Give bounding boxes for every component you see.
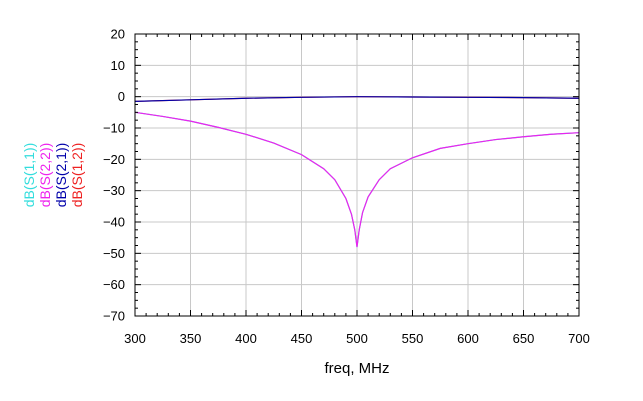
x-tick-label: 500 xyxy=(346,331,368,346)
series-line-dB(S(2,1)) xyxy=(134,96,580,102)
y-tick-label: 0 xyxy=(118,89,125,104)
x-tick-label: 300 xyxy=(124,331,146,346)
y-tick-label: 20 xyxy=(111,27,125,42)
grid-lines xyxy=(135,34,579,316)
y-tick-label: −60 xyxy=(103,277,125,292)
x-tick-label: 600 xyxy=(457,331,479,346)
x-tick-label: 350 xyxy=(180,331,202,346)
x-tick-label: 400 xyxy=(235,331,257,346)
axis-tick-labels: 20 10 0 −10 −20 −30 −40 −50 −60 −70 300 350 400 450 50… xyxy=(103,27,590,347)
x-tick-label: 550 xyxy=(402,331,424,346)
legend-label: dB(S(1,2)) xyxy=(69,143,85,208)
series-line-dB(S(2,2)) xyxy=(134,111,580,248)
y-tick-label: −20 xyxy=(103,152,125,167)
x-axis-title: freq, MHz xyxy=(324,360,389,377)
y-tick-label: −50 xyxy=(103,246,125,261)
legend-label: dB(S(1,1)) xyxy=(21,143,37,208)
y-tick-label: −30 xyxy=(103,183,125,198)
legend-label: dB(S(2,2)) xyxy=(37,143,53,208)
legend-item: dB(S(2,1)) xyxy=(53,143,69,208)
legend-label: dB(S(2,1)) xyxy=(53,143,69,208)
y-tick-label: −10 xyxy=(103,121,125,136)
series-lines xyxy=(134,96,580,248)
x-tick-label: 700 xyxy=(568,331,590,346)
legend-item: dB(S(1,1)) xyxy=(21,143,37,208)
legend-item: dB(S(2,2)) xyxy=(37,143,53,208)
legend-item: dB(S(1,2)) xyxy=(69,143,85,208)
y-tick-label: −40 xyxy=(103,215,125,230)
y-tick-label: 10 xyxy=(111,58,125,73)
legend: dB(S(1,1)) dB(S(2,2)) dB(S(2,1)) dB(S(1,2)) xyxy=(21,143,85,208)
y-tick-label: −70 xyxy=(103,309,125,324)
x-tick-label: 450 xyxy=(291,331,313,346)
axis-ticks xyxy=(134,33,580,317)
x-tick-label: 650 xyxy=(513,331,535,346)
